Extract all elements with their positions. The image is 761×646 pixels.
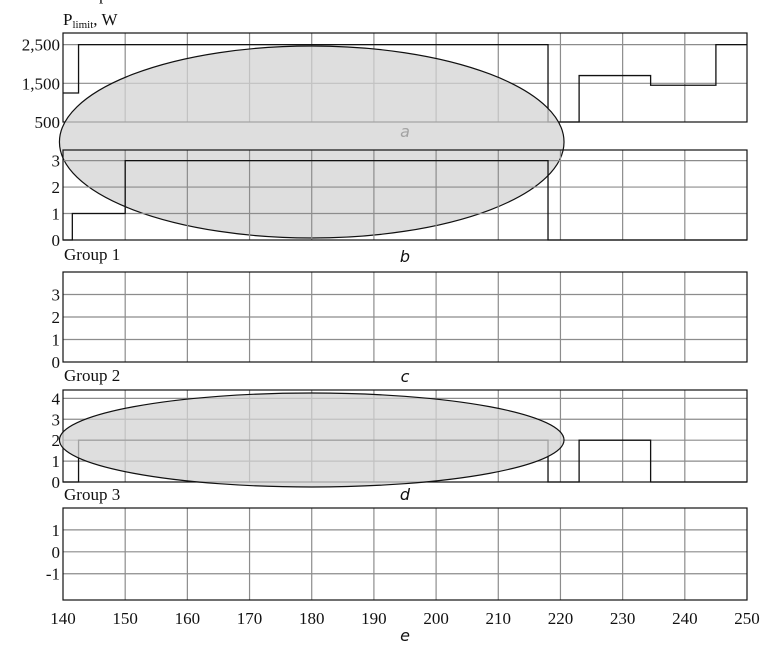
- y-tick-label: 0: [52, 543, 61, 562]
- panel-frame: [62, 507, 748, 601]
- panel-5: 1 0 -1 Group 4: [46, 0, 748, 601]
- x-axis-label: e: [400, 626, 410, 645]
- x-tick-label: 180: [299, 609, 325, 628]
- y-tick-label: 0: [52, 353, 61, 372]
- y-axis-title-unit: , W: [93, 10, 118, 29]
- panel-letter: d: [400, 485, 411, 504]
- y-tick-label: 3: [52, 410, 61, 429]
- panel-title: Group 1: [64, 245, 120, 264]
- step-series-line: [63, 159, 747, 241]
- x-tick-label: 160: [175, 609, 201, 628]
- y-tick-label: 1: [52, 331, 61, 350]
- x-tick-label: 220: [548, 609, 574, 628]
- x-tick-label: 140: [50, 609, 76, 628]
- y-tick-label: 1: [52, 521, 61, 540]
- y-tick-label: 4: [52, 389, 61, 408]
- x-tick-label: 240: [672, 609, 698, 628]
- x-tick-label: 190: [361, 609, 387, 628]
- y-tick-label: 2,500: [22, 36, 60, 55]
- y-tick-label: -1: [46, 565, 60, 584]
- y-tick-label: 0: [52, 473, 61, 492]
- y-axis-title-subscript: limit: [72, 19, 93, 31]
- panel-frame: [62, 149, 748, 241]
- panel-title: Group 3: [64, 485, 120, 504]
- y-tick-label: 1,500: [22, 74, 60, 93]
- x-tick-label: 200: [423, 609, 449, 628]
- x-tick-label: 230: [610, 609, 636, 628]
- y-tick-label: 2: [52, 308, 61, 327]
- y-tick-label: 1: [52, 205, 61, 224]
- panel-2: 0 1 2 3 Group 1 b: [52, 149, 748, 266]
- panel-3: 0 1 2 3 Group 2 c: [52, 271, 748, 386]
- step-series-line: [63, 43, 747, 123]
- x-tick-label: 170: [237, 609, 263, 628]
- panel-title: Group 2: [64, 366, 120, 385]
- y-tick-label: 3: [52, 286, 61, 305]
- y-tick-label: 0: [52, 231, 61, 250]
- panel-letter: c: [401, 367, 410, 386]
- y-tick-label: 1: [52, 452, 61, 471]
- y-tick-label: 500: [35, 113, 61, 132]
- x-axis: 140 150 160 170 180 190 200 210 220 230 240 250: [50, 609, 760, 628]
- y-tick-label: 2: [52, 178, 61, 197]
- panel-title: Group 4: [64, 0, 121, 4]
- x-tick-label: 150: [112, 609, 138, 628]
- x-tick-label: 250: [734, 609, 760, 628]
- highlight-ellipse: [58, 392, 565, 488]
- x-tick-label: 210: [486, 609, 512, 628]
- panel-frame: [62, 271, 748, 363]
- panel-4: 0 1 2 3 4 Group 3 d: [52, 389, 748, 504]
- y-tick-label: 2: [52, 431, 61, 450]
- panel-letter: b: [400, 247, 410, 266]
- y-axis-title: Plimit, W: [63, 10, 118, 31]
- y-tick-label: 3: [52, 152, 61, 171]
